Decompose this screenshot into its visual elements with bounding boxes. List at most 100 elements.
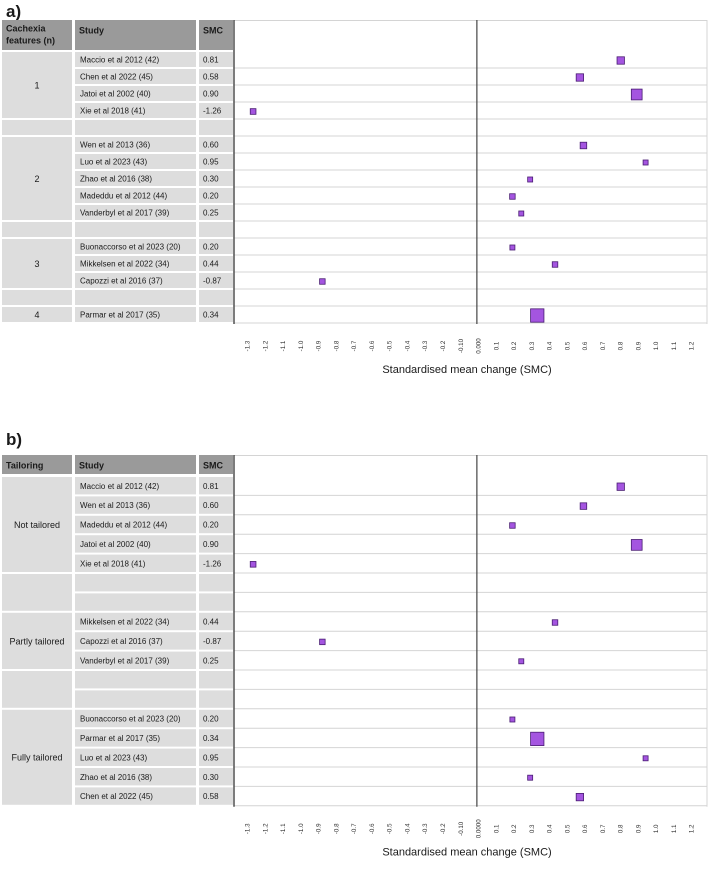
smc-value: 0.95 bbox=[203, 158, 219, 167]
smc-value: 0.34 bbox=[203, 734, 219, 743]
smc-value: 0.34 bbox=[203, 311, 219, 320]
study-name: Vanderbyl et al 2017 (39) bbox=[80, 209, 170, 218]
x-tick-label: 1.1 bbox=[671, 341, 678, 350]
smc-cell bbox=[199, 748, 233, 766]
smc-cell bbox=[199, 612, 233, 631]
smc-cell bbox=[199, 239, 233, 254]
group-cell bbox=[2, 137, 72, 220]
smc-value: 0.20 bbox=[203, 243, 219, 252]
group-column-header: Cachexia bbox=[6, 23, 47, 33]
header-cell bbox=[2, 20, 72, 50]
x-tick-label: -0.6 bbox=[369, 340, 376, 351]
study-cell bbox=[75, 205, 196, 220]
study-cell bbox=[75, 515, 196, 534]
panel-label: a) bbox=[6, 2, 22, 21]
study-name: Xie et al 2018 (41) bbox=[80, 559, 146, 568]
study-marker bbox=[579, 141, 588, 150]
smc-cell bbox=[199, 69, 233, 84]
study-marker bbox=[575, 792, 584, 802]
study-marker bbox=[518, 210, 525, 217]
smc-value: 0.90 bbox=[203, 90, 219, 99]
smc-cell bbox=[199, 709, 233, 728]
smc-cell bbox=[199, 554, 233, 572]
x-tick-label: -0.7 bbox=[351, 340, 358, 351]
x-tick-label: 0.9 bbox=[635, 341, 642, 350]
study-name: Maccio et al 2012 (42) bbox=[80, 56, 159, 65]
study-name: Wen et al 2013 (36) bbox=[80, 501, 150, 510]
study-cell bbox=[75, 768, 196, 786]
study-name: Maccio et al 2012 (42) bbox=[80, 482, 159, 491]
smc-cell bbox=[199, 52, 233, 67]
x-tick-label: 0.4 bbox=[547, 824, 554, 833]
x-tick-label: -1.0 bbox=[298, 823, 305, 834]
group-cell bbox=[2, 120, 72, 135]
study-marker bbox=[527, 774, 534, 781]
x-tick-label: -0.4 bbox=[404, 340, 411, 351]
header-cell bbox=[2, 455, 72, 474]
study-name: Madeddu et al 2012 (44) bbox=[80, 521, 168, 530]
study-cell bbox=[75, 103, 196, 118]
group-cell bbox=[2, 612, 72, 669]
smc-value: 0.90 bbox=[203, 540, 219, 549]
study-marker bbox=[518, 658, 525, 665]
smc-cell bbox=[199, 256, 233, 271]
smc-value: 0.20 bbox=[203, 192, 219, 201]
group-label: Not tailored bbox=[14, 520, 60, 530]
smc-value: 0.30 bbox=[203, 773, 219, 782]
x-tick-label: 1.2 bbox=[689, 341, 696, 350]
group-label: 3 bbox=[34, 259, 39, 269]
study-cell bbox=[75, 256, 196, 271]
x-tick-label: 0.1 bbox=[493, 341, 500, 350]
study-cell bbox=[75, 290, 196, 305]
smc-cell bbox=[199, 651, 233, 669]
x-tick-label: 0.5 bbox=[564, 341, 571, 350]
study-marker bbox=[575, 73, 584, 82]
smc-cell bbox=[199, 137, 233, 152]
smc-cell bbox=[199, 86, 233, 101]
x-tick-label: 1.0 bbox=[653, 824, 660, 833]
smc-cell bbox=[199, 222, 233, 237]
x-tick-label: -0.6 bbox=[369, 823, 376, 834]
x-tick-label: 0.7 bbox=[600, 824, 607, 833]
group-cell bbox=[2, 709, 72, 805]
study-cell bbox=[75, 593, 196, 611]
study-cell bbox=[75, 651, 196, 669]
study-name: Capozzi et al 2016 (37) bbox=[80, 277, 163, 286]
study-cell bbox=[75, 188, 196, 203]
group-label: Fully tailored bbox=[11, 753, 62, 763]
study-name: Xie et al 2018 (41) bbox=[80, 107, 146, 116]
study-name: Chen et al 2022 (45) bbox=[80, 792, 153, 801]
smc-value: -0.87 bbox=[203, 637, 222, 646]
study-cell bbox=[75, 222, 196, 237]
smc-cell bbox=[199, 205, 233, 220]
forest-plot-a: Cachexia Study SMC 1 Maccio et al 2012 (42) 0… bbox=[2, 20, 708, 376]
study-marker bbox=[319, 638, 326, 646]
x-tick-label: -0.3 bbox=[422, 823, 429, 834]
study-marker bbox=[630, 88, 643, 101]
x-tick-label: -0.7 bbox=[351, 823, 358, 834]
study-cell bbox=[75, 273, 196, 288]
group-label: Partly tailored bbox=[9, 636, 64, 646]
x-tick-label: 0.3 bbox=[529, 824, 536, 833]
smc-value: 0.44 bbox=[203, 260, 219, 269]
smc-cell bbox=[199, 307, 233, 322]
group-cell bbox=[2, 222, 72, 237]
group-cell bbox=[2, 290, 72, 305]
smc-cell bbox=[199, 154, 233, 169]
study-marker bbox=[642, 755, 649, 762]
study-marker bbox=[630, 539, 643, 551]
study-marker bbox=[249, 108, 257, 115]
x-tick-label: 0.5 bbox=[564, 824, 571, 833]
x-tick-label: 0.8 bbox=[618, 341, 625, 350]
study-marker bbox=[551, 619, 559, 626]
study-name: Buonaccorso et al 2023 (20) bbox=[80, 243, 181, 252]
smc-value: 0.44 bbox=[203, 618, 219, 627]
smc-value: 0.58 bbox=[203, 792, 219, 801]
study-name: Luo et al 2023 (43) bbox=[80, 753, 147, 762]
study-column-header: Study bbox=[79, 25, 104, 35]
study-cell bbox=[75, 554, 196, 572]
study-cell bbox=[75, 787, 196, 805]
smc-cell bbox=[199, 477, 233, 495]
study-marker bbox=[530, 308, 545, 323]
x-tick-label: -1.2 bbox=[262, 823, 269, 834]
